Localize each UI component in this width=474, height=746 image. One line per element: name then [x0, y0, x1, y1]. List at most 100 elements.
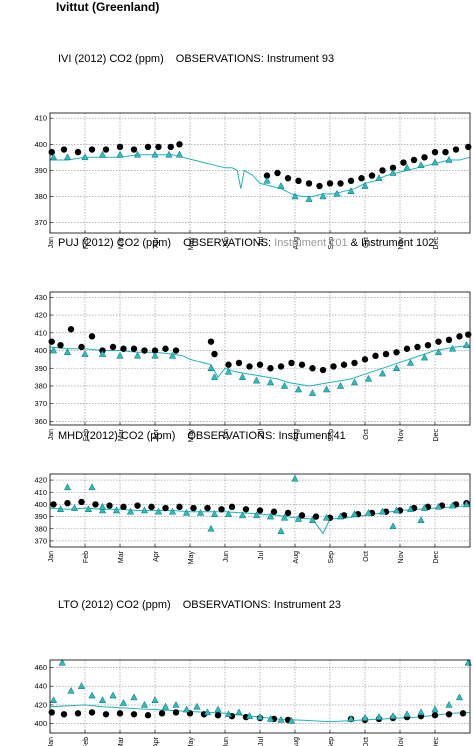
- panel-title-text: IVI (2012) CO2 (ppm): [58, 53, 164, 65]
- instrument-point: [294, 514, 303, 522]
- instrument-point: [266, 714, 275, 722]
- instrument-point: [322, 513, 331, 521]
- instrument-point: [361, 182, 369, 189]
- x-tick-label: Nov: [398, 737, 405, 746]
- instrument-joiner: &: [347, 237, 362, 249]
- observation-point: [190, 504, 197, 512]
- x-tick-label: Dec: [433, 429, 440, 442]
- observation-point: [74, 710, 82, 717]
- instrument-point: [63, 153, 72, 161]
- observation-point: [382, 350, 390, 358]
- instrument-point: [333, 189, 341, 197]
- y-tick-label: 420: [34, 700, 47, 709]
- observation-point: [88, 146, 96, 153]
- instrument-point: [151, 696, 159, 703]
- x-tick-label: Jun: [223, 429, 230, 440]
- observation-point: [67, 326, 75, 333]
- instrument-point: [175, 150, 184, 158]
- instrument-point: [63, 348, 72, 356]
- instrument-point: [196, 508, 205, 516]
- instrument-point: [151, 150, 159, 158]
- observation-point: [372, 352, 379, 360]
- y-tick-label: 410: [34, 488, 47, 497]
- observation-point: [120, 503, 127, 511]
- instrument-point: [133, 351, 142, 359]
- observation-point: [92, 501, 99, 508]
- y-tick-label: 420: [34, 476, 47, 485]
- observation-point: [116, 710, 124, 717]
- y-tick-label: 380: [34, 524, 47, 533]
- x-tick-label: Aug: [293, 737, 300, 746]
- instrument-point: [287, 716, 296, 724]
- instrument-point: [308, 516, 317, 523]
- x-tick-label: Apr: [153, 550, 160, 562]
- panel-title-text: LTO (2012) CO2 (ppm): [58, 599, 171, 611]
- x-tick-label: Feb: [83, 429, 90, 441]
- instrument-point: [98, 696, 107, 703]
- plot-frame: [49, 659, 471, 734]
- observations-label: OBSERVATIONS:: [182, 599, 271, 611]
- x-tick-label: Oct: [363, 551, 370, 562]
- observation-point: [144, 143, 152, 151]
- instrument-point: [214, 705, 222, 713]
- observation-point: [211, 350, 218, 358]
- observation-point: [431, 712, 439, 719]
- panel-title: LTO (2012) CO2 (ppm) OBSERVATIONS: Instru…: [58, 599, 341, 611]
- instrument-point: [417, 708, 425, 716]
- observation-point: [309, 365, 316, 372]
- observations-label: OBSERVATIONS:: [183, 237, 272, 249]
- y-tick-label: 370: [34, 536, 47, 545]
- instrument-point: [193, 702, 201, 710]
- instrument-point: [116, 150, 124, 158]
- y-tick-label: 400: [34, 500, 47, 509]
- y-tick-label: 380: [34, 192, 47, 201]
- x-tick-label: Sep: [328, 237, 335, 250]
- observation-point: [172, 709, 180, 716]
- instrument-point: [130, 693, 138, 701]
- x-tick-label: Nov: [398, 237, 405, 250]
- instrument-primary: Instrument 41: [278, 430, 346, 442]
- x-tick-label: Jul: [258, 551, 265, 560]
- observation-point: [120, 345, 127, 352]
- y-tick-label: 440: [34, 682, 47, 691]
- instrument-point: [389, 522, 397, 530]
- observation-point: [130, 345, 138, 352]
- observation-point: [60, 146, 68, 153]
- instrument-point: [224, 367, 233, 375]
- observation-point: [228, 503, 236, 511]
- observation-point: [88, 333, 96, 340]
- instrument-point: [81, 153, 89, 161]
- observation-point: [274, 169, 281, 177]
- x-tick-label: Jan: [48, 237, 55, 248]
- instrument-point: [182, 705, 191, 713]
- instrument-point: [389, 712, 397, 719]
- observation-point: [298, 512, 306, 519]
- x-tick-label: Nov: [398, 429, 405, 442]
- instrument-point: [291, 192, 299, 200]
- x-tick-label: Jan: [48, 551, 55, 562]
- observation-point: [256, 361, 264, 368]
- instrument-point: [98, 350, 107, 357]
- instrument-point: [403, 710, 411, 718]
- observation-point: [60, 711, 68, 718]
- observation-point: [246, 363, 253, 370]
- plot-frame: [49, 112, 471, 234]
- model-line: [49, 344, 471, 387]
- instrument-point: [151, 351, 159, 359]
- observation-point: [242, 506, 250, 513]
- instrument-point: [280, 381, 289, 389]
- instrument-point: [406, 505, 415, 513]
- instrument-point: [350, 378, 359, 386]
- plot-frame: [49, 291, 471, 426]
- instrument-point: [168, 351, 177, 359]
- y-tick-label: 400: [34, 140, 47, 149]
- instrument-point: [161, 702, 170, 710]
- x-tick-label: Apr: [153, 736, 160, 746]
- observation-point: [319, 366, 327, 374]
- observation-point: [389, 164, 397, 171]
- instrument-point: [347, 714, 355, 722]
- panel-title-text: MHD (2012) CO2 (ppm): [58, 430, 176, 442]
- instrument-point: [336, 381, 345, 389]
- instrument-point: [392, 364, 401, 372]
